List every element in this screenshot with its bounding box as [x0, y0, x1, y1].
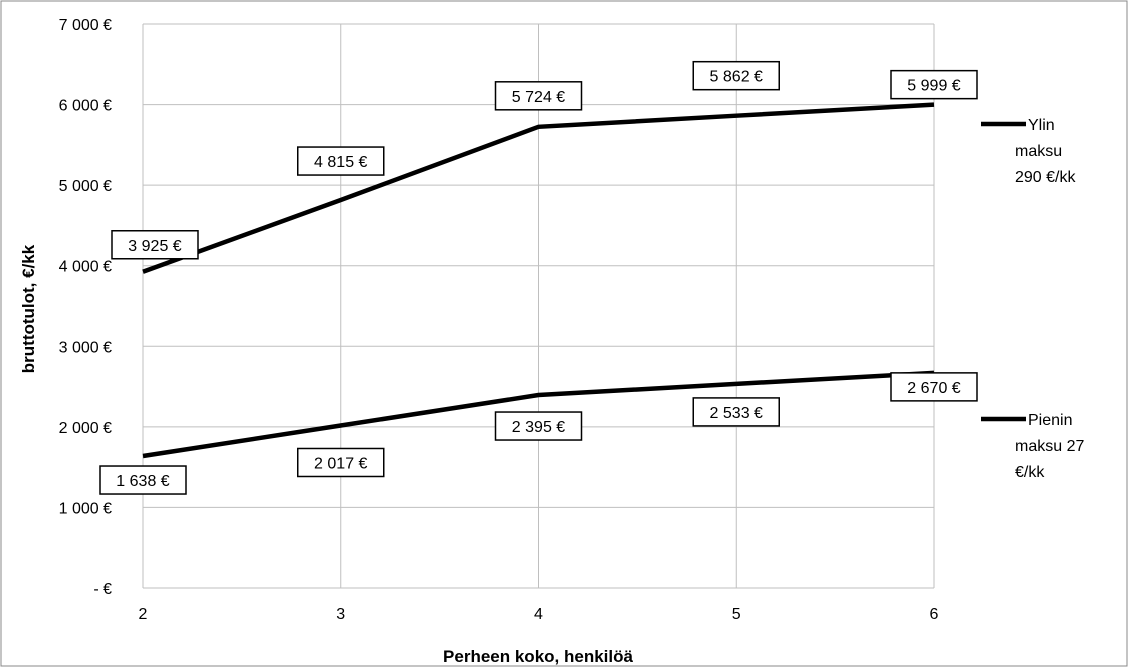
data-label-box: [111, 230, 199, 260]
series-lines: [142, 102, 935, 459]
data-label-box: [297, 146, 385, 176]
data-label: 2 670 €: [907, 380, 960, 397]
data-label-box: [494, 411, 583, 441]
data-label: 5 724 €: [512, 89, 565, 106]
legend-label-line: 290 €/kk: [1015, 169, 1076, 186]
legend-label-line: maksu 27: [1015, 438, 1084, 455]
data-label-box: [99, 465, 187, 495]
x-tick-label: 2: [139, 606, 148, 623]
data-label: 5 862 €: [710, 69, 763, 86]
legend-label: Ylin maksu 290 €/kk: [1015, 117, 1076, 186]
series-line: [142, 102, 935, 274]
data-label: 4 815 €: [314, 154, 367, 171]
data-label: 2 533 €: [710, 405, 763, 422]
y-tick-label: 4 000 €: [59, 259, 112, 276]
y-tick-label: 7 000 €: [59, 17, 112, 34]
y-tick-label: - €: [93, 581, 112, 598]
data-label-box: [692, 397, 780, 427]
legend-label-line: maksu: [1015, 143, 1062, 160]
y-tick-label: 3 000 €: [59, 339, 112, 356]
data-label-box: [494, 81, 583, 111]
x-tick-label: 6: [930, 606, 939, 623]
data-label: 2 395 €: [512, 419, 565, 436]
y-tick-label: 5 000 €: [59, 178, 112, 195]
data-label-box: [890, 69, 978, 100]
x-tick-label: 4: [534, 606, 543, 623]
gridlines: [142, 23, 935, 589]
y-axis-title: bruttotulot, €/kk: [19, 244, 38, 373]
legend-label-line: Ylin: [1028, 117, 1055, 134]
y-tick-label: 6 000 €: [59, 98, 112, 115]
data-labels: 3 925 € 4 815 € 5 724 € 5 862 € 5 999 € 1 638…: [99, 60, 978, 495]
series-line: [142, 370, 935, 459]
data-label: 1 638 €: [116, 473, 169, 490]
data-label-box: [890, 372, 978, 402]
legend-label-line: €/kk: [1015, 464, 1045, 481]
legend: Ylin maksu 290 €/kk Pienin maksu 27 €/kk: [981, 117, 1084, 481]
axes: - € 1 000 € 2 000 € 3 000 € 4 000 € 5 000 € 6 …: [59, 17, 939, 623]
data-label: 3 925 €: [128, 238, 181, 255]
x-tick-label: 3: [336, 606, 345, 623]
y-tick-label: 2 000 €: [59, 420, 112, 437]
data-label-box: [297, 447, 385, 478]
x-axis-title: Perheen koko, henkilöä: [443, 647, 633, 666]
data-label: 2 017 €: [314, 455, 367, 472]
x-tick-label: 5: [732, 606, 741, 623]
data-label-box: [692, 60, 780, 91]
data-label: 5 999 €: [907, 78, 960, 95]
legend-label-line: Pienin: [1028, 412, 1072, 429]
legend-label: Pienin maksu 27 €/kk: [1015, 412, 1084, 481]
y-tick-label: 1 000 €: [59, 500, 112, 517]
